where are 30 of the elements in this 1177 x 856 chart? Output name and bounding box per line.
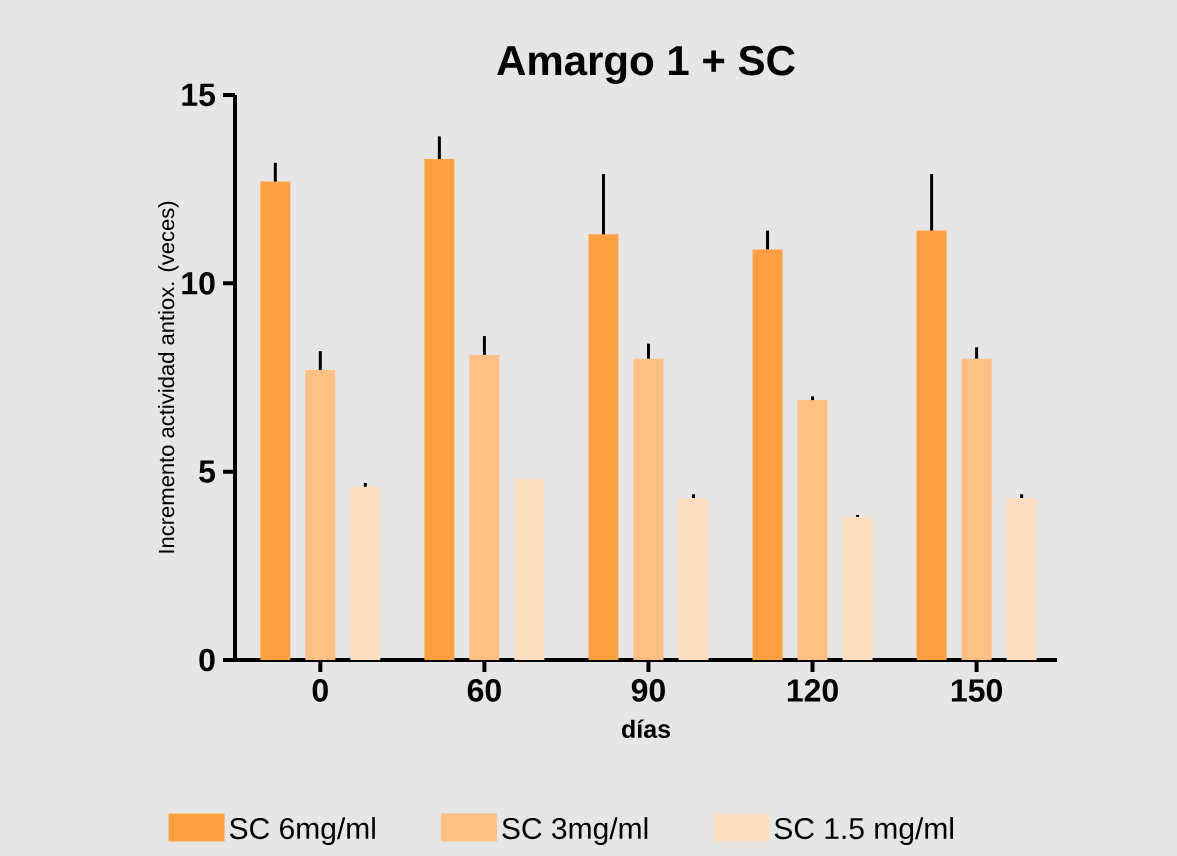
bar — [752, 249, 783, 660]
bar — [633, 358, 664, 660]
bar — [424, 159, 455, 660]
bar — [678, 498, 709, 660]
x-tick-label: 150 — [951, 679, 1002, 702]
y-tick-label: 10 — [182, 272, 215, 295]
y-tick-label: 5 — [199, 460, 216, 483]
legend-label: SC 1.5 mg/ml — [774, 817, 953, 846]
y-tick-label: 15 — [182, 83, 216, 107]
bar — [842, 516, 873, 660]
x-tick-label: 120 — [787, 679, 838, 702]
x-axis-title: días — [622, 719, 671, 739]
bar — [305, 369, 336, 660]
chart-title: Amargo 1 + SC — [497, 45, 795, 84]
y-axis-title: Incremento actividad antiox. (veces) — [158, 201, 179, 553]
bar — [1006, 498, 1037, 660]
x-tick-label: 0 — [312, 679, 328, 702]
bar — [469, 354, 500, 660]
legend-label: SC 6mg/ml — [229, 817, 375, 846]
bar — [797, 400, 828, 660]
bar — [961, 358, 992, 660]
x-tick-label: 90 — [631, 679, 665, 702]
bar — [588, 234, 619, 660]
bar — [260, 181, 291, 660]
y-tick-label: 0 — [199, 648, 215, 672]
bar — [514, 479, 545, 660]
bar — [350, 486, 381, 660]
bar — [916, 230, 947, 660]
legend-label: SC 3mg/ml — [502, 817, 648, 846]
x-tick-label: 60 — [467, 679, 501, 702]
